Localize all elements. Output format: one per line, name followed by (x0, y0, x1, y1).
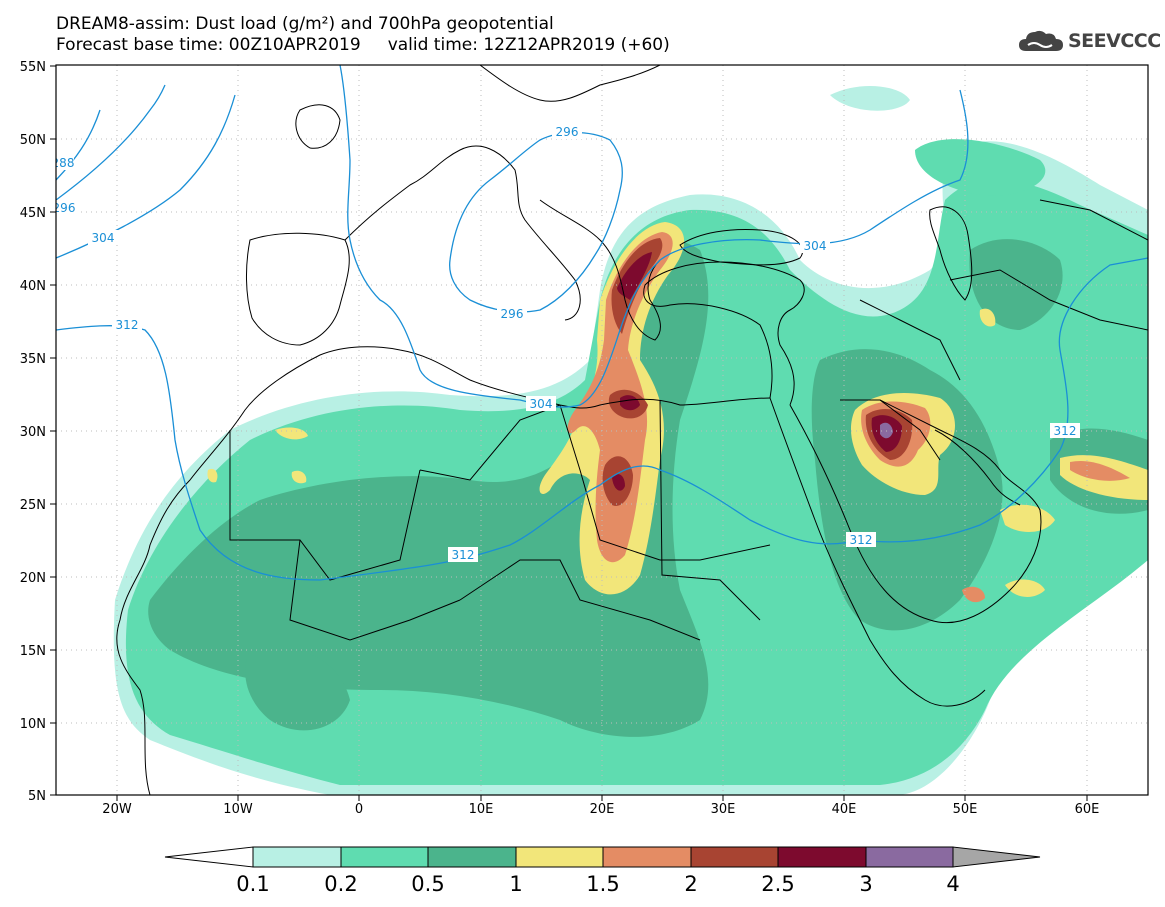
lon-label: 40E (832, 802, 857, 817)
contour-label: 312 (448, 547, 478, 562)
lon-label: 10E (469, 802, 494, 817)
lat-label: 30N (20, 425, 46, 440)
svg-text:312: 312 (116, 318, 139, 332)
lat-label: 15N (20, 644, 46, 659)
contour-label: 304 (88, 230, 118, 245)
colorbar-swatch (602, 846, 692, 868)
map-panel: 296 288 296 304 304 296 312 304 312 312 … (52, 65, 1148, 795)
lat-label: 5N (28, 789, 46, 804)
colorbar-swatch (252, 846, 342, 868)
lon-label: 10W (223, 802, 253, 817)
colorbar-swatch (340, 846, 429, 868)
axis-ticks (50, 65, 1088, 801)
chart-title: DREAM8-assim: Dust load (g/m²) and 700hP… (56, 14, 554, 34)
svg-text:288: 288 (52, 156, 75, 170)
lat-label: 10N (20, 717, 46, 732)
contour-label: 296 (552, 124, 582, 139)
colorbar: 0.1 0.2 0.5 1 1.5 2 2.5 3 4 (164, 846, 1041, 896)
colorbar-max-arrow (952, 846, 1041, 868)
lon-label: 60E (1075, 802, 1100, 817)
colorbar-label: 2.5 (761, 872, 794, 896)
colorbar-label: 1.5 (586, 872, 619, 896)
contour-label: 296 (53, 200, 78, 215)
colorbar-label: 0.5 (411, 872, 444, 896)
colorbar-swatch (777, 846, 867, 868)
contour-label: 304 (526, 396, 556, 411)
longitude-labels: 20W 10W 0 10E 20E 30E 40E 50E 60E (102, 802, 1099, 817)
svg-text:304: 304 (530, 397, 553, 411)
colorbar-label: 1 (509, 872, 522, 896)
contour-label: 288 (52, 155, 75, 170)
colorbar-swatch (865, 846, 954, 868)
svg-text:296: 296 (501, 307, 524, 321)
lon-label: 30E (711, 802, 736, 817)
svg-text:304: 304 (804, 239, 827, 253)
lat-label: 55N (20, 60, 46, 75)
cloud-icon (1019, 30, 1063, 51)
contour-labels: 296 288 296 304 304 296 312 304 312 312 … (52, 124, 1080, 562)
lon-label: 0 (355, 802, 363, 817)
svg-text:312: 312 (452, 548, 475, 562)
svg-text:304: 304 (92, 231, 115, 245)
contour-label: 312 (1050, 423, 1080, 438)
colorbar-swatch (515, 846, 604, 868)
contour-label: 304 (800, 238, 830, 253)
colorbar-label: 4 (946, 872, 959, 896)
colorbar-swatch (427, 846, 517, 868)
svg-text:312: 312 (850, 533, 873, 547)
svg-text:312: 312 (1054, 424, 1077, 438)
colorbar-min-arrow (164, 846, 254, 868)
latitude-labels: 55N 50N 45N 40N 35N 30N 25N 20N 15N 10N … (20, 60, 46, 804)
svg-text:296: 296 (556, 125, 579, 139)
colorbar-label: 3 (859, 872, 872, 896)
svg-text:296: 296 (53, 201, 76, 215)
colorbar-label: 2 (684, 872, 697, 896)
forecast-times: Forecast base time: 00Z10APR2019 valid t… (56, 35, 670, 55)
lat-label: 50N (20, 133, 46, 148)
logo-text: SEEVCCC (1068, 30, 1161, 52)
lat-label: 40N (20, 279, 46, 294)
lat-label: 35N (20, 352, 46, 367)
coastlines (116, 65, 1148, 795)
lat-label: 45N (20, 206, 46, 221)
geopotential-contours (56, 65, 1148, 581)
lon-label: 20W (102, 802, 132, 817)
contour-label: 312 (112, 317, 142, 332)
contour-label: 296 (497, 306, 527, 321)
graticule (56, 65, 1148, 795)
lat-label: 25N (20, 498, 46, 513)
lon-label: 20E (590, 802, 615, 817)
colorbar-label: 0.2 (324, 872, 357, 896)
lon-label: 50E (953, 802, 978, 817)
colorbar-swatch (690, 846, 779, 868)
contour-label: 312 (846, 532, 876, 547)
colorbar-label: 0.1 (236, 872, 269, 896)
lat-label: 20N (20, 571, 46, 586)
seevccc-logo: SEEVCCC (1018, 26, 1161, 56)
